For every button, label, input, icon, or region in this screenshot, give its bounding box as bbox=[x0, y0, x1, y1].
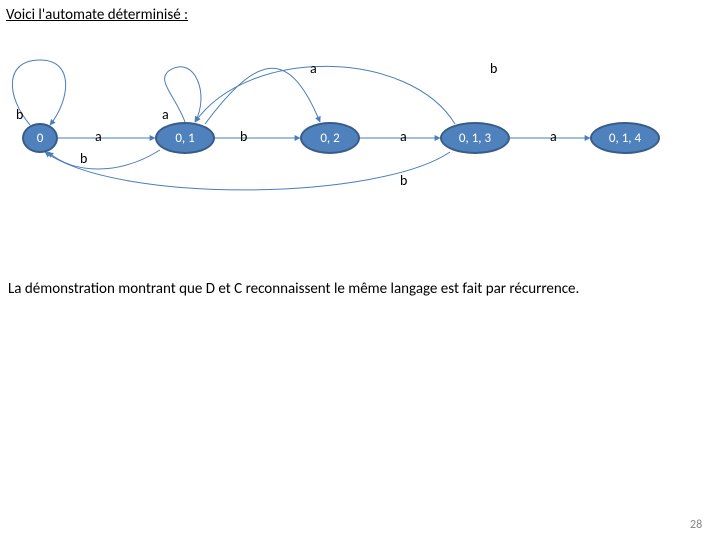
page-title: Voici l'automate déterminisé : bbox=[6, 6, 188, 24]
edge-label: a bbox=[162, 106, 169, 123]
edge-label: a bbox=[310, 60, 317, 77]
state-node: 0, 1 bbox=[155, 122, 215, 154]
edge-label: b bbox=[490, 60, 497, 77]
edge-label: b bbox=[80, 150, 87, 167]
state-node: 0, 2 bbox=[300, 122, 360, 154]
state-node: 0, 1, 4 bbox=[590, 122, 660, 154]
automaton-edges bbox=[0, 0, 720, 540]
state-node: 0 bbox=[22, 123, 58, 153]
edge-label: a bbox=[95, 128, 102, 145]
proof-text: La démonstration montrant que D et C rec… bbox=[8, 280, 708, 298]
edge-label: a bbox=[400, 128, 407, 145]
edge-label: b bbox=[400, 172, 407, 189]
page-number: 28 bbox=[690, 518, 702, 532]
edge-label: b bbox=[240, 128, 247, 145]
edge-label: a bbox=[550, 128, 557, 145]
edge-label: b bbox=[16, 106, 23, 123]
state-node: 0, 1, 3 bbox=[440, 122, 510, 154]
